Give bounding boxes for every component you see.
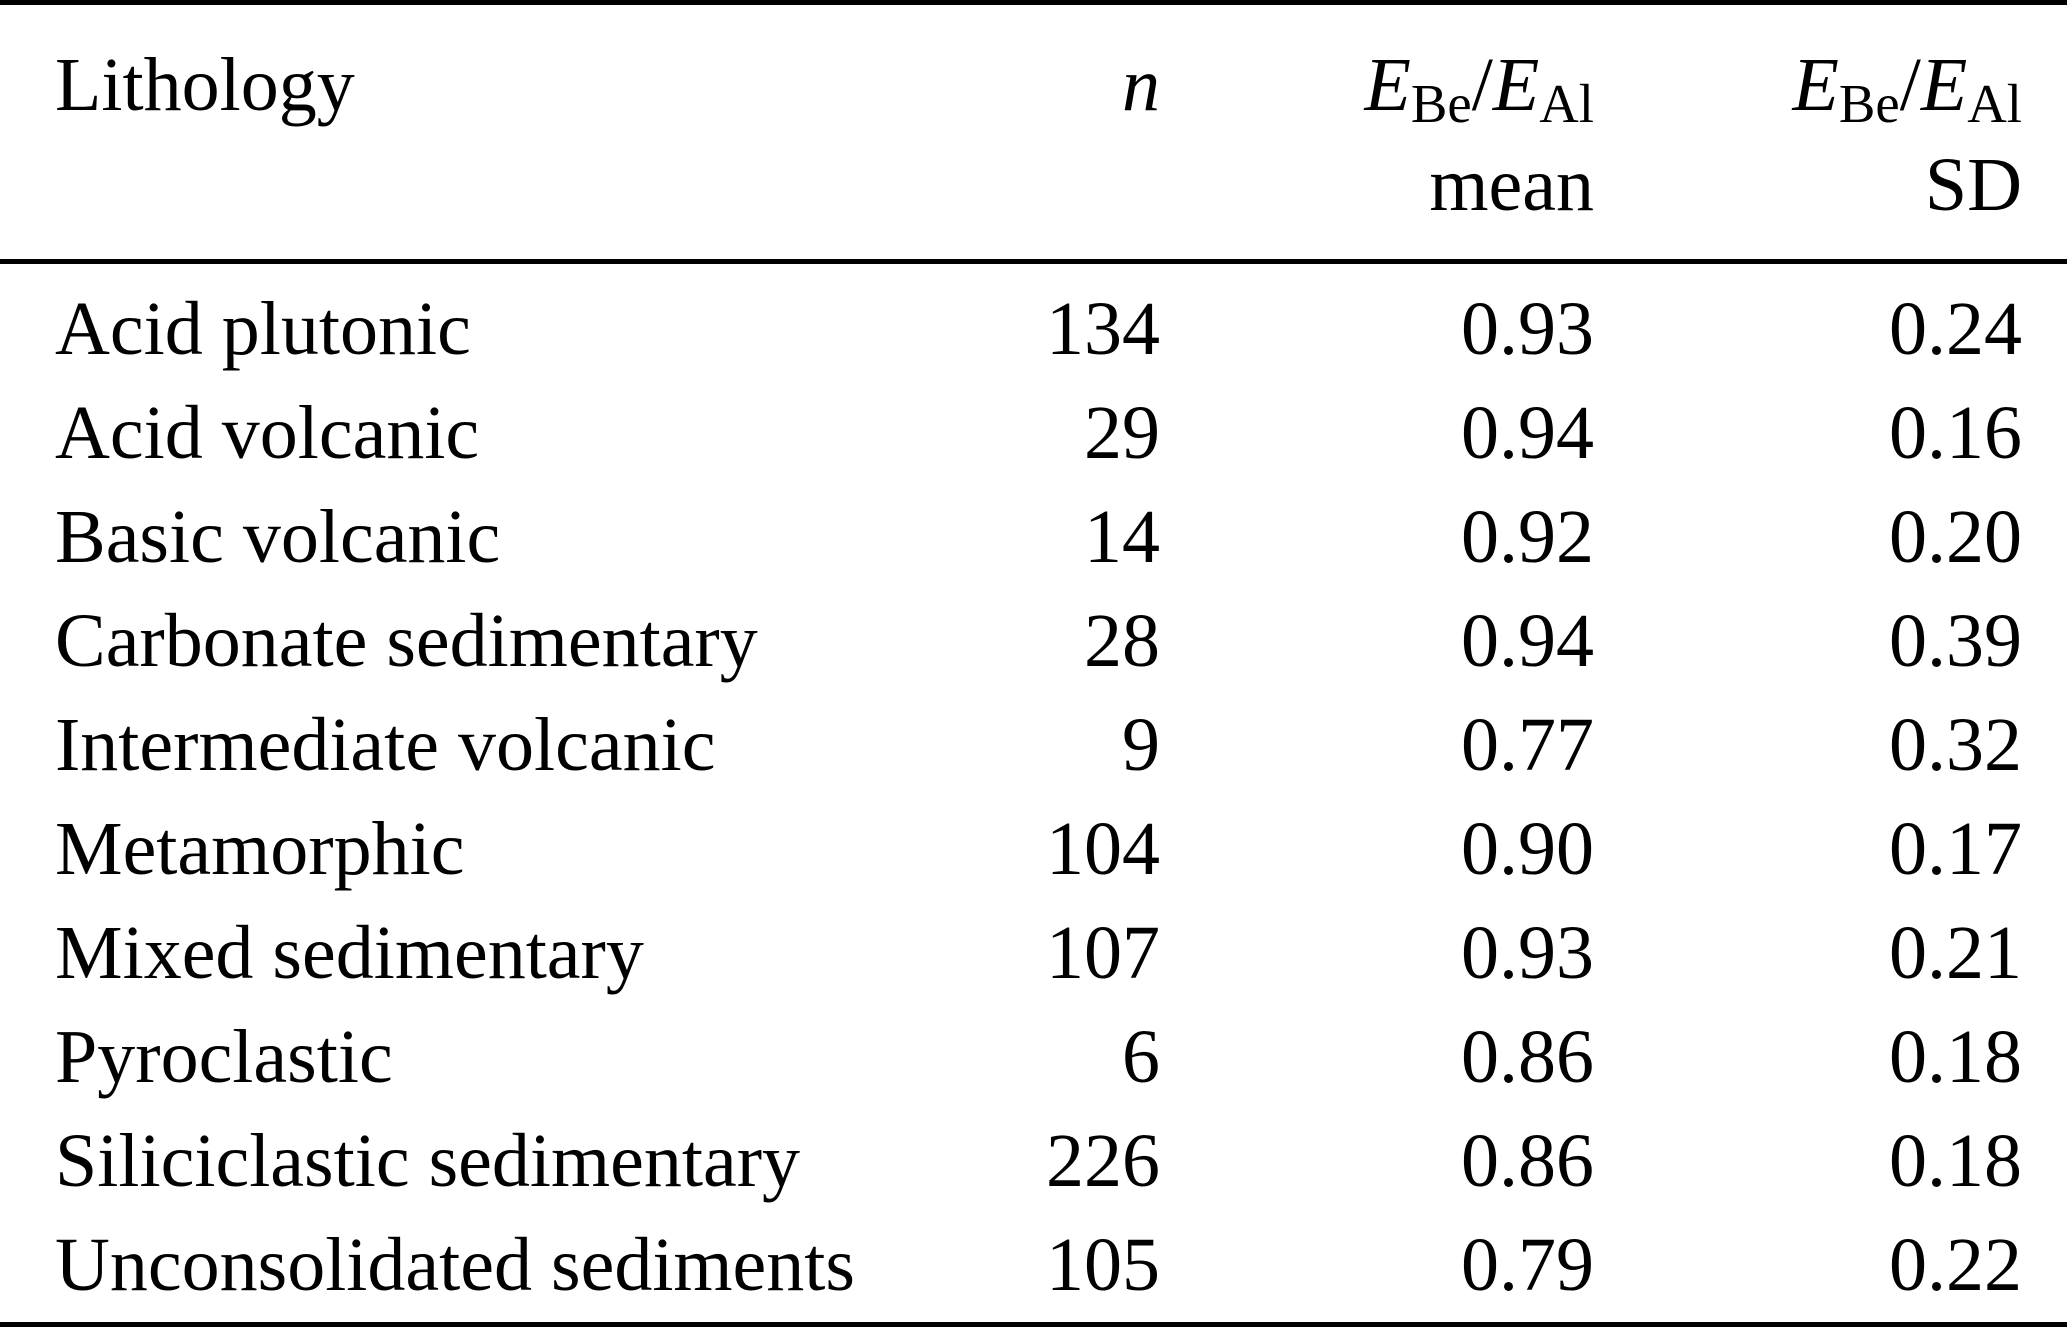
table-row: Acid volcanic 29 0.94 0.16 — [55, 381, 2022, 485]
cell-n: 14 — [1084, 495, 1160, 579]
formula-sub-be: Be — [1410, 73, 1472, 135]
header-n-label: n — [1122, 43, 1160, 127]
table-row: Pyroclastic 6 0.86 0.18 — [55, 1005, 2022, 1109]
header-ratio-sd-formula: EBe/EAl — [1594, 35, 2022, 135]
cell-mean: 0.77 — [1461, 703, 1594, 787]
cell-sd: 0.21 — [1889, 911, 2022, 995]
cell-lithology: Metamorphic — [55, 807, 465, 891]
formula-slash: / — [1899, 43, 1921, 127]
formula-e1: E — [1364, 43, 1411, 127]
cell-n: 6 — [1122, 1015, 1160, 1099]
cell-n: 104 — [1046, 807, 1160, 891]
cell-lithology: Carbonate sedimentary — [55, 599, 758, 683]
formula-sub-be: Be — [1838, 73, 1900, 135]
formula-e2: E — [1492, 43, 1540, 127]
cell-sd: 0.16 — [1889, 391, 2022, 475]
cell-mean: 0.94 — [1461, 599, 1594, 683]
cell-lithology: Acid plutonic — [55, 287, 471, 371]
cell-lithology: Intermediate volcanic — [55, 703, 716, 787]
cell-n: 107 — [1046, 911, 1160, 995]
cell-n: 9 — [1122, 703, 1160, 787]
table-row: Carbonate sedimentary 28 0.94 0.39 — [55, 589, 2022, 693]
cell-sd: 0.39 — [1889, 599, 2022, 683]
header-separator-rule — [0, 259, 2067, 264]
cell-sd: 0.24 — [1889, 287, 2022, 371]
header-row: Lithology n EBe/EAl mean EBe/EAl SD — [55, 5, 2022, 259]
cell-sd: 0.20 — [1889, 495, 2022, 579]
table-body: Acid plutonic 134 0.93 0.24 Acid volcani… — [55, 259, 2022, 1317]
top-rule — [0, 0, 2067, 5]
cell-lithology: Unconsolidated sediments — [55, 1223, 855, 1307]
bottom-rule — [0, 1322, 2067, 1327]
header-ratio-sd: EBe/EAl SD — [1594, 5, 2022, 259]
formula-e1: E — [1792, 43, 1839, 127]
cell-n: 226 — [1046, 1119, 1160, 1203]
cell-sd: 0.18 — [1889, 1015, 2022, 1099]
cell-sd: 0.17 — [1889, 807, 2022, 891]
table-header: Lithology n EBe/EAl mean EBe/EAl SD — [55, 5, 2022, 259]
cell-lithology: Basic volcanic — [55, 495, 501, 579]
header-n: n — [935, 5, 1160, 259]
cell-n: 134 — [1046, 287, 1160, 371]
header-lithology-label: Lithology — [55, 43, 355, 127]
header-lithology-line2 — [55, 135, 935, 235]
cell-mean: 0.86 — [1461, 1119, 1594, 1203]
cell-mean: 0.92 — [1461, 495, 1594, 579]
cell-mean: 0.90 — [1461, 807, 1594, 891]
cell-n: 29 — [1084, 391, 1160, 475]
table-row: Basic volcanic 14 0.92 0.20 — [55, 485, 2022, 589]
cell-n: 28 — [1084, 599, 1160, 683]
cell-mean: 0.86 — [1461, 1015, 1594, 1099]
lithology-table: Lithology n EBe/EAl mean EBe/EAl SD — [55, 5, 2022, 1317]
header-ratio-mean: EBe/EAl mean — [1160, 5, 1594, 259]
cell-lithology: Siliciclastic sedimentary — [55, 1119, 801, 1203]
cell-sd: 0.18 — [1889, 1119, 2022, 1203]
cell-mean: 0.93 — [1461, 287, 1594, 371]
table-row: Mixed sedimentary 107 0.93 0.21 — [55, 901, 2022, 1005]
header-ratio-mean-formula: EBe/EAl — [1160, 35, 1594, 135]
header-lithology: Lithology — [55, 5, 935, 259]
table-row: Acid plutonic 134 0.93 0.24 — [55, 259, 2022, 381]
table-row: Unconsolidated sediments 105 0.79 0.22 — [55, 1213, 2022, 1317]
table-row: Metamorphic 104 0.90 0.17 — [55, 797, 2022, 901]
table-row: Intermediate volcanic 9 0.77 0.32 — [55, 693, 2022, 797]
formula-sub-al: Al — [1967, 73, 2022, 135]
table-row: Siliciclastic sedimentary 226 0.86 0.18 — [55, 1109, 2022, 1213]
header-sd-label: SD — [1924, 143, 2022, 227]
header-n-line2 — [935, 135, 1160, 235]
cell-lithology: Pyroclastic — [55, 1015, 393, 1099]
header-mean-label: mean — [1429, 143, 1594, 227]
cell-mean: 0.93 — [1461, 911, 1594, 995]
cell-mean: 0.79 — [1461, 1223, 1594, 1307]
formula-sub-al: Al — [1539, 73, 1594, 135]
cell-sd: 0.22 — [1889, 1223, 2022, 1307]
formula-e2: E — [1920, 43, 1968, 127]
cell-lithology: Acid volcanic — [55, 391, 480, 475]
cell-lithology: Mixed sedimentary — [55, 911, 644, 995]
cell-mean: 0.94 — [1461, 391, 1594, 475]
cell-n: 105 — [1046, 1223, 1160, 1307]
formula-slash: / — [1471, 43, 1493, 127]
cell-sd: 0.32 — [1889, 703, 2022, 787]
